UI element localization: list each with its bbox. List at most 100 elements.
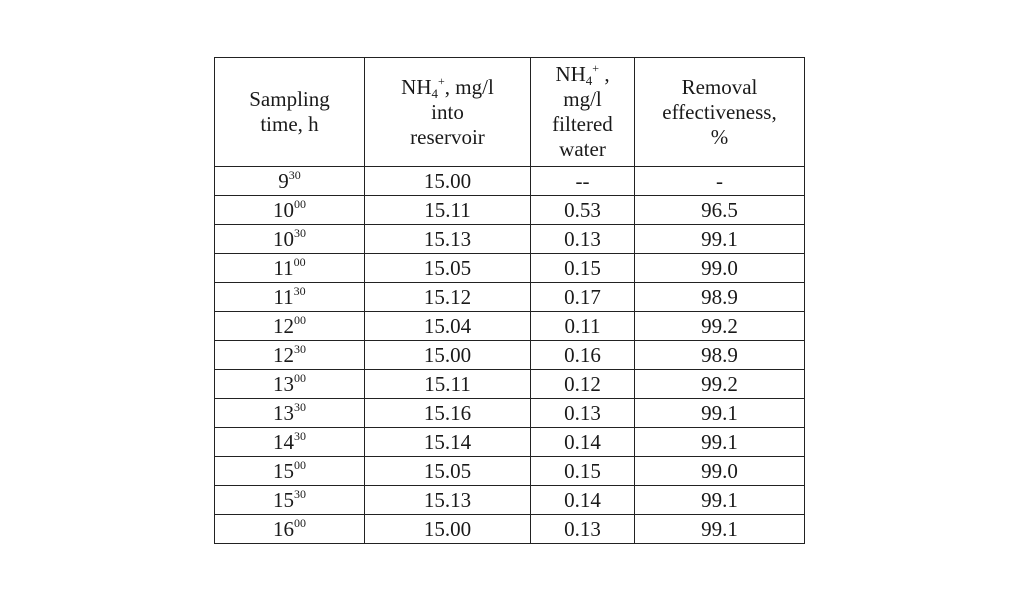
- header-sampling-line1: Sampling: [249, 87, 330, 111]
- cell-nh4-into-reservoir: 15.04: [364, 311, 531, 341]
- header-removal-line2: effectiveness,: [662, 99, 777, 124]
- cell-nh4-into-reservoir: 15.13: [364, 224, 531, 254]
- cell-sampling-time: 1330: [214, 398, 365, 428]
- table-row: 1200 15.04 0.11 99.2: [214, 311, 805, 341]
- cell-removal-effectiveness: 98.9: [634, 282, 805, 312]
- cell-sampling-time: 1500: [214, 456, 365, 486]
- cell-removal-effectiveness: 99.1: [634, 398, 805, 428]
- table-row: 1430 15.14 0.14 99.1: [214, 427, 805, 457]
- time-minute: 30: [288, 168, 301, 182]
- cell-nh4-filtered-water: 0.14: [530, 485, 635, 515]
- time-minute: 30: [294, 487, 306, 501]
- header-sampling-line2: time, h: [260, 112, 319, 136]
- header-sampling-time: Sampling time, h: [214, 57, 365, 167]
- time-minute: 00: [294, 458, 306, 472]
- cell-nh4-into-reservoir: 15.16: [364, 398, 531, 428]
- time-hour: 11: [273, 256, 294, 280]
- ammonium-removal-table: Sampling time, h NH4+, mg/l into reservo…: [214, 57, 805, 544]
- table-row: 1330 15.16 0.13 99.1: [214, 398, 805, 428]
- header-into-line1: NH4+, mg/l: [365, 75, 530, 100]
- cell-nh4-into-reservoir: 15.12: [364, 282, 531, 312]
- time-minute: 00: [294, 197, 306, 211]
- table-row: 930 15.00 -- -: [214, 166, 805, 196]
- time-hour: 10: [273, 227, 294, 251]
- cell-nh4-into-reservoir: 15.14: [364, 427, 531, 457]
- cell-nh4-filtered-water: 0.14: [530, 427, 635, 457]
- cell-removal-effectiveness: 99.2: [634, 311, 805, 341]
- cell-nh4-into-reservoir: 15.00: [364, 340, 531, 370]
- cell-nh4-into-reservoir: 15.11: [364, 195, 531, 225]
- table-row: 1000 15.11 0.53 96.5: [214, 195, 805, 225]
- header-filtered-line2: mg/l: [563, 87, 602, 111]
- cell-nh4-into-reservoir: 15.05: [364, 253, 531, 283]
- header-into-sup: +: [438, 73, 445, 88]
- table-row: 1300 15.11 0.12 99.2: [214, 369, 805, 399]
- time-minute: 00: [294, 371, 306, 385]
- header-row: Sampling time, h NH4+, mg/l into reservo…: [214, 57, 805, 167]
- cell-sampling-time: 1030: [214, 224, 365, 254]
- table-row: 1030 15.13 0.13 99.1: [214, 224, 805, 254]
- header-into-sub: 4: [431, 85, 439, 101]
- cell-nh4-filtered-water: --: [530, 166, 635, 196]
- time-minute: 30: [294, 400, 306, 414]
- cell-removal-effectiveness: 99.2: [634, 369, 805, 399]
- cell-nh4-into-reservoir: 15.13: [364, 485, 531, 515]
- time-minute: 30: [294, 226, 306, 240]
- cell-removal-effectiveness: 99.0: [634, 253, 805, 283]
- cell-removal-effectiveness: 99.1: [634, 514, 805, 544]
- cell-nh4-filtered-water: 0.13: [530, 514, 635, 544]
- cell-sampling-time: 930: [214, 166, 365, 196]
- table-row: 1230 15.00 0.16 98.9: [214, 340, 805, 370]
- cell-removal-effectiveness: 99.0: [634, 456, 805, 486]
- header-filtered-line1: NH4+ ,: [531, 62, 634, 87]
- table-body: 930 15.00 -- -1000 15.11 0.53 96.5 1030 15.13 0.1…: [214, 166, 805, 544]
- header-nh4-filtered-water: NH4+ , mg/l filtered water: [530, 57, 635, 167]
- cell-nh4-filtered-water: 0.16: [530, 340, 635, 370]
- header-into-line2: into: [431, 99, 464, 124]
- header-filtered-sub: 4: [585, 73, 593, 88]
- cell-sampling-time: 1230: [214, 340, 365, 370]
- header-into-line3: reservoir: [410, 124, 485, 149]
- cell-sampling-time: 1530: [214, 485, 365, 515]
- time-hour: 16: [273, 517, 294, 541]
- cell-nh4-filtered-water: 0.53: [530, 195, 635, 225]
- header-removal-effectiveness: Removal effectiveness, %: [634, 57, 805, 167]
- time-hour: 15: [273, 488, 294, 512]
- cell-sampling-time: 1000: [214, 195, 365, 225]
- cell-removal-effectiveness: 99.1: [634, 427, 805, 457]
- table-row: 1100 15.05 0.15 99.0: [214, 253, 805, 283]
- cell-sampling-time: 1130: [214, 282, 365, 312]
- cell-nh4-filtered-water: 0.13: [530, 398, 635, 428]
- time-hour: 14: [273, 430, 294, 454]
- cell-sampling-time: 1200: [214, 311, 365, 341]
- time-hour: 12: [273, 343, 294, 367]
- cell-nh4-filtered-water: 0.11: [530, 311, 635, 341]
- table-row: 1500 15.05 0.15 99.0: [214, 456, 805, 486]
- table-row: 1530 15.13 0.14 99.1: [214, 485, 805, 515]
- table-header: Sampling time, h NH4+, mg/l into reservo…: [214, 57, 805, 167]
- time-hour: 15: [273, 459, 294, 483]
- header-filtered-line3: filtered: [552, 112, 613, 136]
- time-minute: 00: [294, 313, 306, 327]
- time-minute: 00: [294, 516, 306, 530]
- table-row: 1600 15.00 0.13 99.1: [214, 514, 805, 544]
- cell-removal-effectiveness: 99.1: [634, 224, 805, 254]
- time-minute: 30: [293, 284, 306, 298]
- time-minute: 30: [294, 342, 306, 356]
- time-minute: 00: [293, 255, 306, 269]
- header-filtered-tail: ,: [599, 62, 610, 86]
- time-hour: 10: [273, 198, 294, 222]
- header-filtered-sup: +: [592, 61, 600, 75]
- header-removal-line1: Removal: [681, 74, 758, 99]
- time-hour: 9: [278, 169, 289, 193]
- header-into-chem: NH: [401, 74, 432, 99]
- cell-nh4-into-reservoir: 15.00: [364, 166, 531, 196]
- cell-nh4-filtered-water: 0.13: [530, 224, 635, 254]
- time-minute: 30: [294, 429, 306, 443]
- cell-removal-effectiveness: 99.1: [634, 485, 805, 515]
- cell-removal-effectiveness: -: [634, 166, 805, 196]
- cell-nh4-into-reservoir: 15.11: [364, 369, 531, 399]
- cell-nh4-filtered-water: 0.12: [530, 369, 635, 399]
- cell-sampling-time: 1100: [214, 253, 365, 283]
- header-nh4-into-reservoir: NH4+, mg/l into reservoir: [364, 57, 531, 167]
